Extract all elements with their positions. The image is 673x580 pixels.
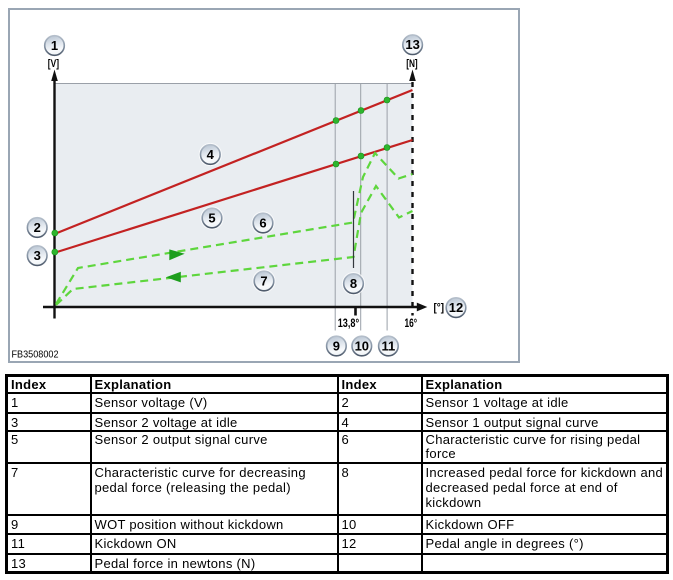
svg-text:[V]: [V] [48, 58, 59, 70]
svg-text:FB3508002: FB3508002 [12, 349, 59, 361]
svg-text:8: 8 [350, 276, 357, 291]
svg-text:12: 12 [449, 300, 463, 315]
svg-text:5: 5 [208, 211, 215, 226]
svg-text:13,8°: 13,8° [338, 316, 360, 330]
svg-text:6: 6 [259, 216, 266, 231]
svg-text:11: 11 [382, 339, 396, 354]
svg-text:2: 2 [34, 220, 41, 235]
svg-text:10: 10 [355, 339, 369, 354]
svg-text:3: 3 [34, 248, 41, 263]
svg-text:9: 9 [333, 339, 340, 354]
svg-text:[N]: [N] [406, 58, 418, 70]
svg-text:7: 7 [260, 274, 267, 289]
svg-text:13: 13 [405, 37, 419, 52]
svg-text:16°: 16° [405, 316, 418, 330]
svg-text:[°]: [°] [434, 302, 445, 314]
svg-text:1: 1 [51, 38, 58, 53]
svg-text:4: 4 [207, 147, 215, 162]
